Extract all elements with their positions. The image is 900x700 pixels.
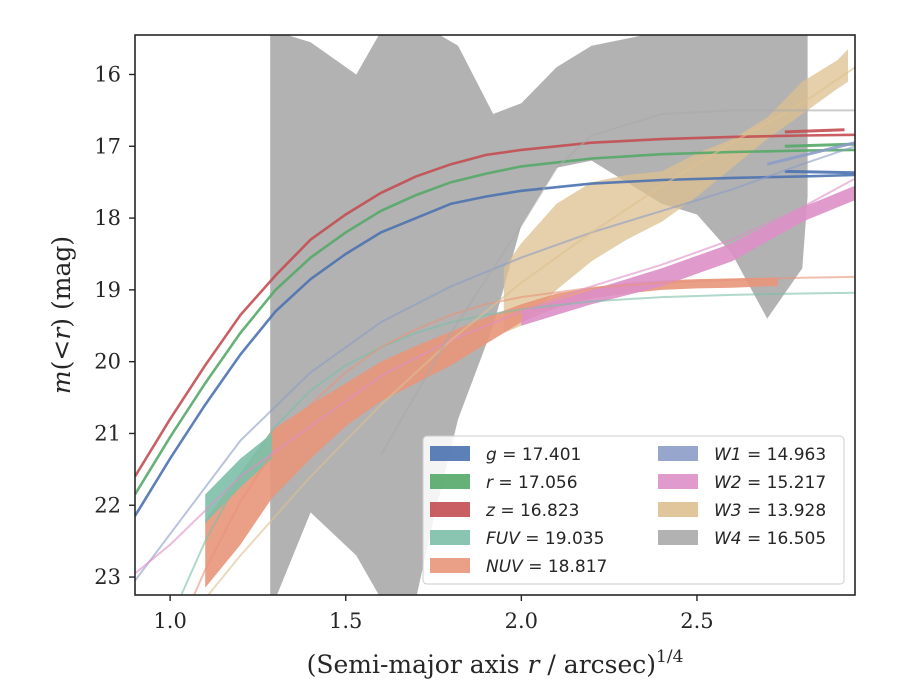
- curve-g: [135, 173, 855, 517]
- segment-z: [784, 128, 845, 134]
- curve-fuv: [180, 291, 855, 595]
- legend-frame: [422, 435, 845, 585]
- curve-nuv: [192, 275, 855, 595]
- y-tick-label: 21: [94, 421, 121, 445]
- plot-frame: [134, 34, 856, 596]
- y-axis-ticks: 16 17 18 19 20 21 22 23: [94, 62, 135, 589]
- legend-label-w1: W1 = 14.963: [714, 445, 826, 465]
- curve-w2: [135, 177, 855, 575]
- legend: g = 17.401 r = 17.056 z = 16.823 FUV = 19.0…: [422, 435, 845, 585]
- curve-w4: [380, 109, 855, 456]
- legend-label-w3: W3 = 13.928: [714, 501, 826, 521]
- y-tick-label: 17: [94, 134, 121, 158]
- legend-swatch-fuv: [430, 530, 470, 545]
- y-tick-label: 20: [94, 350, 121, 374]
- legend-label-fuv: FUV = 19.035: [486, 529, 604, 549]
- x-tick-label: 2.5: [680, 609, 713, 633]
- y-tick-label: 22: [94, 493, 121, 517]
- x-axis-ticks: 1.0 1.5 2.0 2.5: [153, 595, 714, 633]
- curve-w3: [206, 66, 855, 595]
- curve-r: [135, 148, 855, 496]
- y-tick-label: 18: [94, 206, 121, 230]
- x-tick-label: 2.0: [505, 609, 538, 633]
- segment-g: [784, 169, 855, 175]
- legend-swatch-nuv: [430, 558, 470, 573]
- band-nuv: [205, 277, 778, 588]
- x-tick-label: 1.0: [153, 609, 186, 633]
- curve-w1: [135, 145, 855, 582]
- legend-swatch-w2: [658, 474, 698, 489]
- band-w3: [503, 49, 848, 333]
- y-tick-label: 16: [94, 62, 121, 86]
- x-tick-label: 1.5: [329, 609, 362, 633]
- y-tick-label: 19: [94, 278, 121, 302]
- curve-z: [135, 133, 855, 478]
- legend-label-w4: W4 = 16.505: [714, 529, 826, 549]
- legend-label-z: z = 16.823: [485, 501, 579, 521]
- legend-swatch-z: [430, 502, 470, 517]
- legend-label-r: r = 17.056: [486, 473, 578, 493]
- legend-label-nuv: NUV = 18.817: [486, 557, 607, 577]
- legend-swatch-w1: [658, 446, 698, 461]
- legend-label-w2: W2 = 15.217: [714, 473, 826, 493]
- y-axis-label: m(<r) (mag): [47, 236, 76, 394]
- legend-label-g: g = 17.401: [486, 445, 581, 465]
- segment-w1: [766, 141, 855, 166]
- legend-swatch-g: [430, 446, 470, 461]
- legend-swatch-w4: [658, 530, 698, 545]
- legend-swatch-w3: [658, 502, 698, 517]
- band-w2: [521, 185, 855, 326]
- legend-swatch-r: [430, 474, 470, 489]
- x-axis-label: (Semi-major axis r / arcsec)1/4: [307, 647, 684, 679]
- y-tick-label: 23: [94, 565, 121, 589]
- series-curves: [135, 66, 855, 595]
